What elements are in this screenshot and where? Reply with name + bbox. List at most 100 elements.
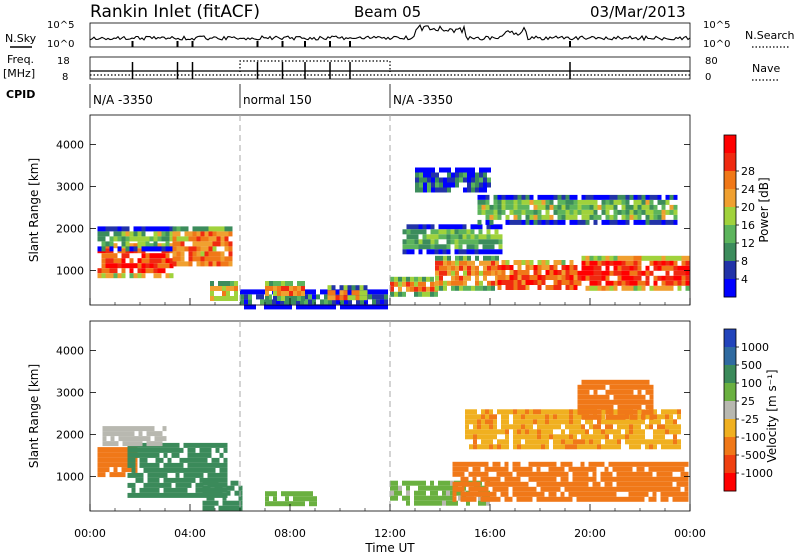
- heatmap-cell: [589, 439, 593, 445]
- heatmap-cell: [617, 379, 622, 385]
- heatmap-cell: [585, 265, 590, 271]
- heatmap-cell: [172, 226, 177, 232]
- heatmap-cell: [447, 182, 451, 188]
- heatmap-cell: [493, 419, 497, 425]
- heatmap-cell: [593, 260, 598, 266]
- heatmap-cell: [137, 231, 142, 237]
- heatmap-cell: [625, 255, 630, 261]
- heatmap-cell: [204, 226, 209, 232]
- heatmap-cell: [121, 273, 126, 279]
- heatmap-cell: [600, 461, 605, 467]
- heatmap-cell: [637, 429, 641, 435]
- heatmap-cell: [561, 214, 566, 220]
- heatmap-cell: [155, 477, 160, 483]
- heatmap-cell: [414, 286, 418, 292]
- heatmap-cell: [640, 486, 645, 492]
- heatmap-cell: [165, 273, 170, 279]
- heatmap-cell: [573, 209, 578, 215]
- heatmap-cell: [545, 414, 549, 420]
- heatmap-cell: [648, 481, 653, 487]
- heatmap-cell: [439, 265, 443, 271]
- heatmap-cell: [414, 480, 418, 486]
- heatmap-cell: [495, 260, 499, 266]
- heatmap-cell: [484, 466, 489, 472]
- heatmap-cell: [121, 248, 126, 254]
- heatmap-cell: [110, 426, 115, 432]
- heatmap-cell: [422, 286, 426, 292]
- heatmap-cell: [430, 291, 434, 297]
- heatmap-cell: [620, 476, 625, 482]
- heatmap-cell: [532, 461, 537, 467]
- heatmap-cell: [673, 280, 678, 286]
- heatmap-cell: [609, 389, 614, 395]
- heatmap-cell: [155, 452, 160, 458]
- heatmap-cell: [137, 241, 142, 247]
- heatmap-cell: [644, 491, 649, 497]
- heatmap-cell: [525, 209, 530, 215]
- heatmap-cell: [443, 255, 447, 261]
- heatmap-cell: [649, 389, 654, 395]
- heatmap-cell: [485, 209, 490, 215]
- heatmap-cell: [434, 490, 438, 496]
- heatmap-cell: [685, 260, 690, 266]
- freq-tick-top: 18: [57, 56, 70, 67]
- heatmap-cell: [301, 281, 305, 286]
- heatmap-cell: [175, 477, 180, 483]
- heatmap-cell: [196, 236, 201, 242]
- heatmap-cell: [215, 462, 220, 468]
- heatmap-cell: [176, 236, 181, 242]
- heatmap-cell: [584, 491, 589, 497]
- heatmap-cell: [645, 389, 650, 395]
- heatmap-cell: [600, 496, 605, 502]
- heatmap-cell: [592, 466, 597, 472]
- heatmap-cell: [477, 444, 481, 450]
- heatmap-cell: [573, 429, 577, 435]
- heatmap-cell: [561, 265, 566, 270]
- heatmap-cell: [497, 209, 502, 215]
- heatmap-cell: [492, 496, 497, 502]
- heatmap-cell: [131, 482, 136, 488]
- heatmap-cell: [171, 487, 176, 493]
- heatmap-cell: [684, 471, 689, 477]
- colorbar-tick-label: 4: [741, 273, 748, 286]
- heatmap-cell: [641, 199, 646, 205]
- heatmap-cell: [549, 204, 554, 210]
- heatmap-cell: [447, 280, 451, 286]
- heatmap-cell: [481, 424, 485, 430]
- heatmap-cell: [572, 476, 577, 482]
- heatmap-cell: [637, 285, 642, 291]
- heatmap-cell: [207, 442, 212, 448]
- heatmap-cell: [187, 457, 192, 463]
- heatmap-cell: [109, 241, 114, 247]
- heatmap-cell: [478, 229, 483, 235]
- heatmap-cell: [179, 482, 184, 488]
- heatmap-cell: [621, 265, 626, 271]
- heatmap-cell: [487, 255, 491, 261]
- heatmap-cell: [629, 270, 634, 276]
- heatmap-cell: [524, 466, 529, 472]
- heatmap-cell: [135, 472, 140, 478]
- heatmap-cell: [179, 487, 184, 493]
- heatmap-cell: [524, 486, 529, 492]
- heatmap-cell: [589, 404, 594, 410]
- heatmap-cell: [612, 496, 617, 502]
- heatmap-cell: [589, 214, 594, 220]
- heatmap-cell: [617, 260, 622, 266]
- heatmap-cell: [406, 239, 411, 245]
- heatmap-cell: [121, 258, 126, 264]
- heatmap-cell: [673, 255, 678, 261]
- heatmap-cell: [620, 486, 625, 492]
- heatmap-cell: [466, 249, 471, 255]
- heatmap-cell: [141, 231, 146, 237]
- heatmap-cell: [216, 256, 221, 262]
- heatmap-cell: [677, 439, 681, 445]
- heatmap-cell: [525, 199, 530, 205]
- heatmap-cell: [629, 265, 634, 271]
- heatmap-cell: [560, 461, 565, 467]
- heatmap-cell: [657, 214, 662, 220]
- heatmap-cell: [402, 249, 407, 255]
- heatmap-cell: [297, 491, 301, 497]
- heatmap-cell: [648, 496, 653, 502]
- heatmap-cell: [544, 476, 549, 482]
- heatmap-cell: [135, 447, 140, 453]
